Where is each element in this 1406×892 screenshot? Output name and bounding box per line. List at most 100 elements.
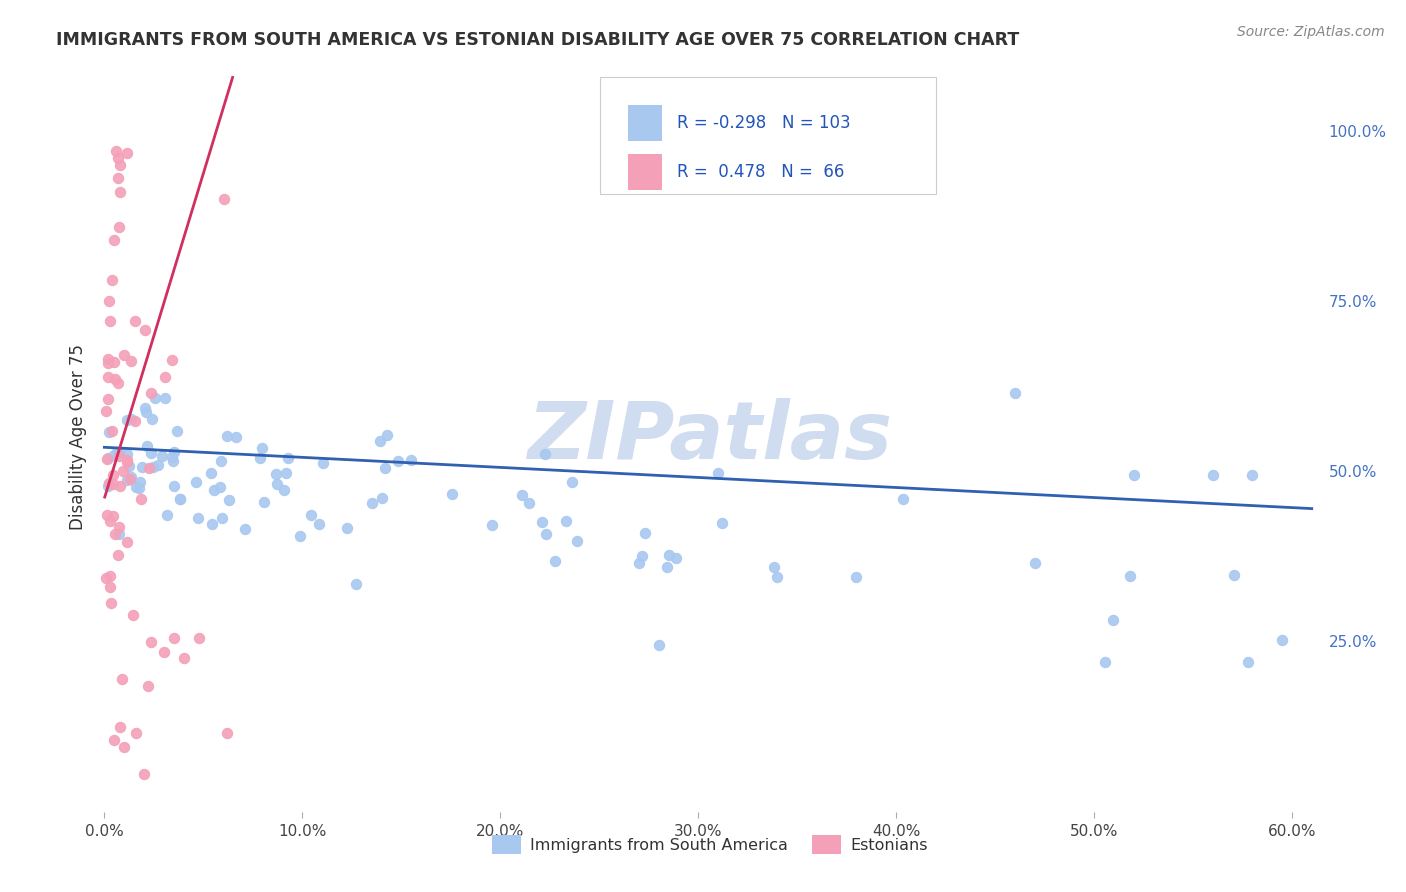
Point (290, 529, 312, 543)
Point (115, 452, 138, 467)
Point (115, 146, 138, 161)
Point (277, 450, 299, 465)
Point (128, 481, 150, 495)
Point (312, 456, 335, 470)
Point (763, 560, 786, 574)
Point (129, 475, 152, 489)
Text: R =  0.478   N =  66: R = 0.478 N = 66 (678, 163, 845, 181)
Point (97, 478, 120, 492)
Point (112, 739, 135, 754)
Point (212, 193, 235, 207)
Point (1024, 556, 1046, 570)
Point (134, 323, 156, 337)
Point (100, 424, 122, 438)
Point (103, 448, 125, 462)
Point (534, 527, 557, 541)
Point (208, 480, 231, 494)
Point (124, 414, 146, 428)
Point (108, 158, 131, 172)
Point (169, 491, 191, 506)
Point (136, 679, 159, 693)
Point (98, 569, 121, 583)
Point (129, 492, 152, 507)
Point (252, 495, 274, 509)
Point (103, 233, 125, 247)
Text: IMMIGRANTS FROM SOUTH AMERICA VS ESTONIAN DISABILITY AGE OVER 75 CORRELATION CHA: IMMIGRANTS FROM SOUTH AMERICA VS ESTONIA… (56, 31, 1019, 49)
Point (112, 348, 135, 362)
Point (399, 453, 422, 467)
Point (891, 492, 914, 507)
Point (1271, 633, 1294, 648)
Point (101, 468, 124, 483)
Point (98, 514, 121, 528)
Point (173, 651, 195, 665)
Point (184, 475, 207, 489)
Point (665, 551, 688, 566)
Point (105, 144, 128, 158)
Point (530, 515, 553, 529)
Point (111, 672, 134, 686)
Point (766, 570, 789, 584)
Point (163, 445, 186, 459)
Point (1202, 467, 1225, 482)
Point (209, 454, 232, 468)
Point (132, 767, 155, 781)
Point (162, 454, 184, 468)
Point (141, 385, 163, 400)
Point (134, 401, 156, 416)
Point (169, 491, 191, 506)
Point (152, 645, 174, 659)
Point (655, 559, 678, 574)
Point (845, 570, 868, 584)
Point (368, 434, 391, 448)
Point (98, 475, 121, 490)
Point (264, 467, 287, 481)
FancyBboxPatch shape (600, 78, 936, 194)
Point (120, 472, 142, 486)
Point (98, 580, 121, 594)
Point (117, 473, 139, 487)
Point (1237, 655, 1260, 669)
Point (98, 293, 121, 308)
Point (162, 631, 184, 645)
Point (387, 454, 409, 468)
Point (153, 370, 176, 384)
Point (374, 461, 396, 475)
Point (163, 479, 186, 493)
Point (108, 479, 131, 493)
Point (108, 720, 131, 734)
Point (125, 726, 148, 740)
FancyBboxPatch shape (628, 153, 662, 190)
Point (225, 430, 247, 444)
Point (103, 733, 125, 747)
Point (274, 467, 297, 481)
Point (107, 527, 129, 541)
Point (249, 450, 271, 465)
Point (200, 466, 222, 480)
Point (120, 412, 142, 426)
Point (217, 428, 239, 442)
Point (117, 446, 139, 460)
Point (105, 445, 128, 459)
Point (98, 314, 121, 328)
Point (110, 445, 132, 459)
Point (440, 487, 463, 501)
Point (115, 455, 138, 469)
Point (188, 631, 211, 645)
Point (211, 510, 233, 524)
Point (512, 488, 534, 502)
Point (138, 460, 160, 475)
Point (336, 521, 359, 535)
Point (101, 477, 124, 491)
Point (101, 273, 124, 287)
Point (273, 483, 295, 497)
Point (107, 171, 129, 186)
Point (555, 514, 578, 528)
Text: Source: ZipAtlas.com: Source: ZipAtlas.com (1237, 25, 1385, 39)
Point (266, 477, 288, 491)
Point (627, 556, 650, 570)
Point (107, 520, 129, 534)
Point (141, 412, 163, 426)
Point (146, 458, 169, 473)
Point (107, 376, 129, 390)
